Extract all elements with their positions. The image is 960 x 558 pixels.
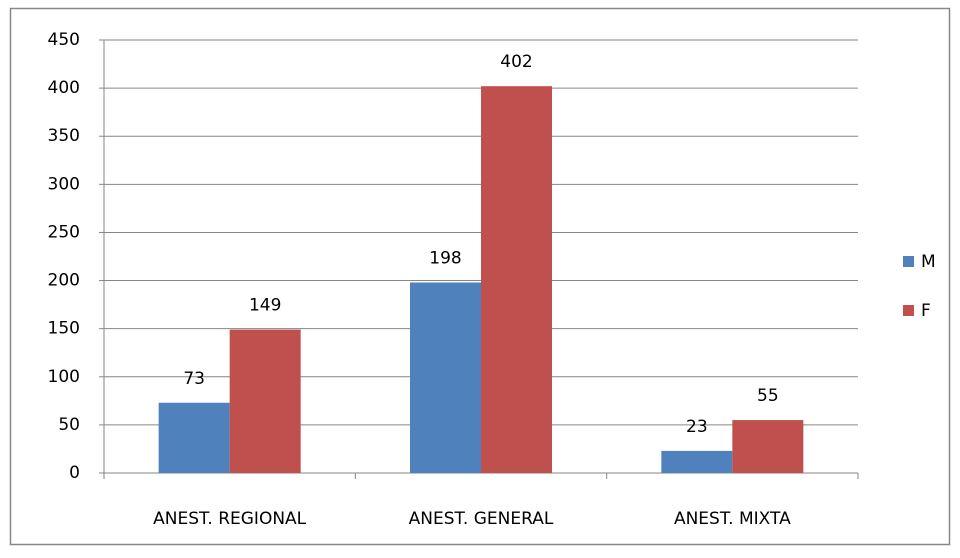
- value-label: 23: [686, 417, 708, 437]
- bar: [481, 86, 552, 473]
- x-tick-label: ANEST. GENERAL: [409, 509, 554, 529]
- legend-swatch: [903, 305, 914, 316]
- bar: [661, 450, 733, 473]
- bar: [410, 282, 481, 473]
- value-label: 73: [183, 369, 205, 389]
- y-tick-label: 300: [48, 174, 80, 194]
- y-tick-label: 400: [48, 78, 80, 98]
- y-tick-label: 350: [48, 126, 80, 146]
- value-label: 402: [500, 52, 532, 72]
- legend-label: M: [921, 252, 936, 272]
- y-tick-label: 0: [69, 463, 80, 483]
- y-tick-label: 100: [48, 367, 80, 387]
- value-label: 149: [249, 296, 281, 316]
- x-tick-label: ANEST. MIXTA: [674, 509, 791, 529]
- y-tick-label: 250: [48, 222, 80, 242]
- bar: [158, 402, 230, 473]
- legend-label: F: [921, 301, 931, 321]
- legend-swatch: [903, 256, 914, 267]
- value-label: 55: [757, 386, 779, 406]
- value-label: 198: [429, 248, 461, 268]
- x-tick-label: ANEST. REGIONAL: [153, 509, 307, 529]
- bar: [732, 420, 804, 473]
- y-tick-label: 150: [48, 319, 80, 339]
- y-tick-label: 50: [58, 415, 80, 435]
- y-tick-label: 450: [48, 30, 80, 50]
- y-tick-label: 200: [48, 271, 80, 291]
- bar: [229, 329, 301, 473]
